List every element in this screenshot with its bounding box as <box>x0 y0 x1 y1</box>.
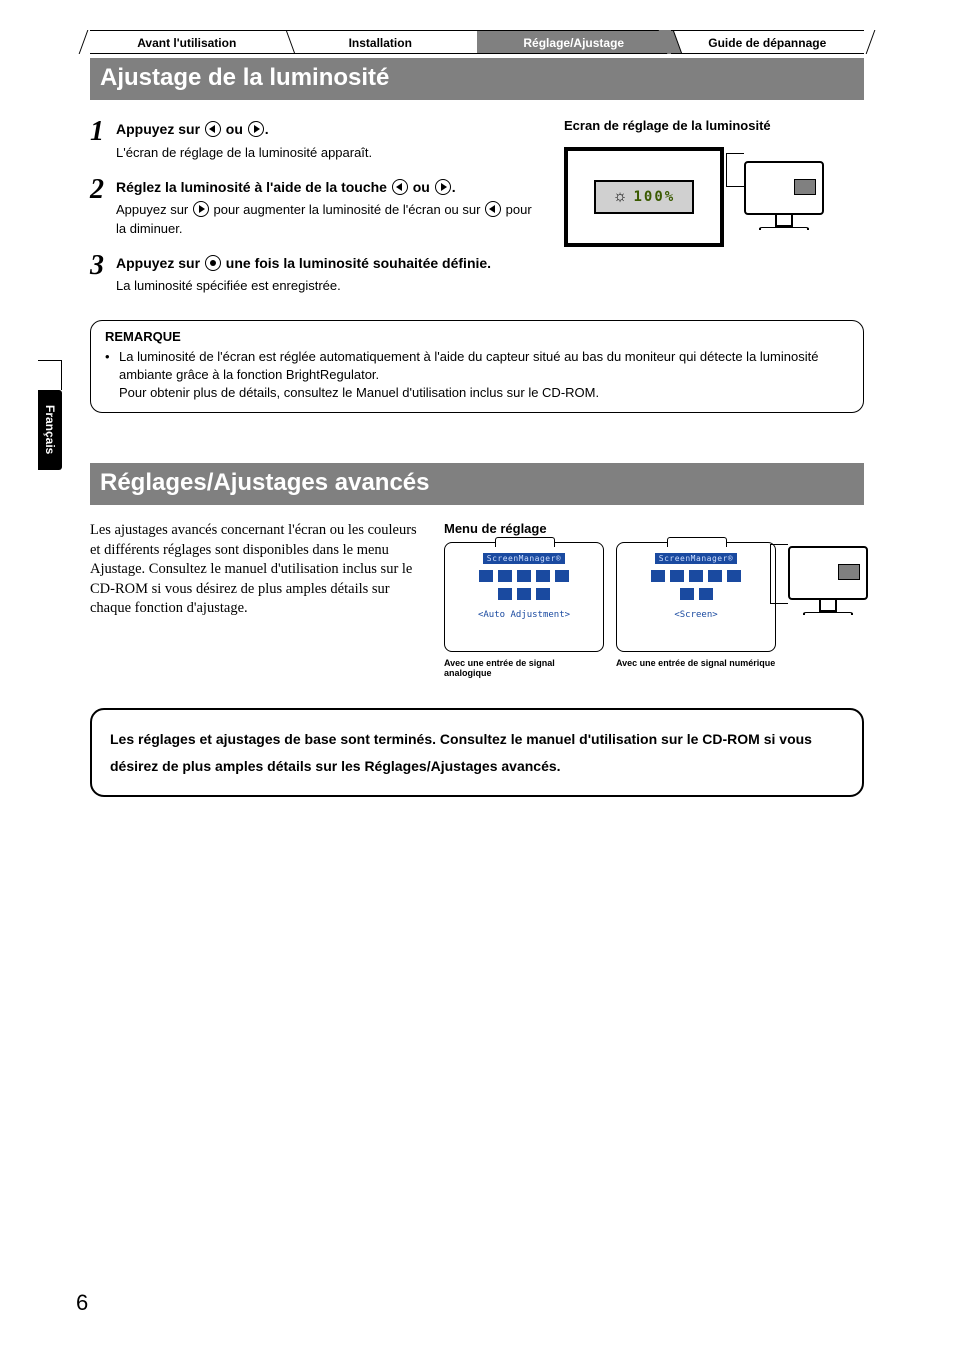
step-description: L'écran de réglage de la luminosité appa… <box>116 144 544 162</box>
remark-heading: REMARQUE <box>105 329 849 344</box>
right-arrow-icon <box>435 179 451 195</box>
brightness-value: 100% <box>633 189 675 205</box>
monitor-screen <box>744 161 824 215</box>
sun-icon: ☼ <box>613 189 628 205</box>
menu-icon <box>517 570 531 582</box>
left-arrow-icon <box>392 179 408 195</box>
monitor-base <box>803 612 853 615</box>
brightness-indicator: ☼ 100% <box>594 180 694 214</box>
menu-box-digital: ScreenManager® <Screen> <box>616 542 776 652</box>
remark-text: La luminosité de l'écran est réglée auto… <box>119 348 849 403</box>
tab-troubleshooting: Guide de dépannage <box>671 30 865 54</box>
left-arrow-icon <box>205 121 221 137</box>
icon-row <box>680 588 713 600</box>
screenmanager-title: ScreenManager® <box>483 553 565 564</box>
tab-before-use: Avant l'utilisation <box>90 30 284 54</box>
step-number: 3 <box>90 252 116 296</box>
adjustment-menu-title: Menu de réglage <box>444 521 864 536</box>
step-number: 2 <box>90 176 116 238</box>
menu-icon <box>651 570 665 582</box>
callout-line <box>726 153 744 187</box>
step-3: 3 Appuyez sur une fois la luminosité sou… <box>90 252 544 296</box>
section-advanced-title: Réglages/Ajustages avancés <box>90 463 864 505</box>
left-arrow-icon <box>485 201 501 217</box>
text: Appuyez sur <box>116 202 192 217</box>
menu-icon <box>708 570 722 582</box>
menu-icon <box>536 588 550 600</box>
monitor-illustration <box>744 161 824 233</box>
right-arrow-icon <box>248 121 264 137</box>
menu-icon <box>498 570 512 582</box>
monitor-stand <box>819 600 837 612</box>
advanced-intro-text: Les ajustages avancés concernant l'écran… <box>90 521 424 678</box>
tab-adjustment: Réglage/Ajustage <box>477 30 671 54</box>
menu-tab <box>667 537 727 547</box>
menu-caption-digital: Avec une entrée de signal numérique <box>616 658 776 668</box>
section-brightness-title: Ajustage de la luminosité <box>90 58 864 100</box>
menu-tab <box>495 537 555 547</box>
menu-item-label: <Auto Adjustment> <box>478 610 570 620</box>
step-description: Appuyez sur pour augmenter la luminosité… <box>116 201 544 237</box>
text: Appuyez sur <box>116 121 204 137</box>
brightness-screen-title: Ecran de réglage de la luminosité <box>564 118 864 133</box>
brightness-figure: ☼ 100% <box>564 147 864 247</box>
menu-icon <box>670 570 684 582</box>
brightness-screen-box: ☼ 100% <box>564 147 724 247</box>
icon-row <box>498 588 550 600</box>
language-tab: Français <box>38 390 62 470</box>
text: Réglez la luminosité à l'aide de la touc… <box>116 179 391 195</box>
monitor-illustration <box>788 546 868 618</box>
lang-tab-blank <box>38 360 62 390</box>
menu-caption-analog: Avec une entrée de signal analogique <box>444 658 604 678</box>
remark-box: REMARQUE • La luminosité de l'écran est … <box>90 320 864 414</box>
menu-icon <box>689 570 703 582</box>
icon-row <box>651 570 741 582</box>
bullet: • <box>105 348 119 403</box>
text: ou <box>409 179 434 195</box>
text: Appuyez sur <box>116 255 204 271</box>
text: pour augmenter la luminosité de l'écran … <box>210 202 484 217</box>
tab-installation: Installation <box>284 30 478 54</box>
menu-icon <box>727 570 741 582</box>
menu-icon <box>536 570 550 582</box>
enter-icon <box>205 255 221 271</box>
right-arrow-icon <box>193 201 209 217</box>
screenmanager-title: ScreenManager® <box>655 553 737 564</box>
menu-icon <box>555 570 569 582</box>
page-number: 6 <box>76 1290 88 1316</box>
menu-icon <box>517 588 531 600</box>
step-description: La luminosité spécifiée est enregistrée. <box>116 277 544 295</box>
text: . <box>452 179 456 195</box>
text: ou <box>222 121 247 137</box>
section-tabs: Avant l'utilisation Installation Réglage… <box>90 30 864 54</box>
step-2: 2 Réglez la luminosité à l'aide de la to… <box>90 176 544 238</box>
monitor-base <box>759 227 809 230</box>
menu-icon <box>699 588 713 600</box>
text: Pour obtenir plus de détails, consultez … <box>119 385 599 400</box>
menu-box-analog: ScreenManager® < <box>444 542 604 652</box>
adjustment-menu-figure: ScreenManager® < <box>444 542 864 678</box>
step-1: 1 Appuyez sur ou . L'écran de réglage de… <box>90 118 544 162</box>
text: . <box>265 121 269 137</box>
menu-icon <box>680 588 694 600</box>
step-title: Appuyez sur ou . <box>116 120 544 140</box>
menu-icon <box>479 570 493 582</box>
icon-row <box>479 570 569 582</box>
text: La luminosité de l'écran est réglée auto… <box>119 349 818 382</box>
final-note-box: Les réglages et ajustages de base sont t… <box>90 708 864 797</box>
monitor-stand <box>775 215 793 227</box>
monitor-screen <box>788 546 868 600</box>
text: une fois la luminosité souhaitée définie… <box>222 255 491 271</box>
step-title: Appuyez sur une fois la luminosité souha… <box>116 254 544 274</box>
menu-item-label: <Screen> <box>674 610 717 620</box>
callout-line <box>770 544 788 604</box>
step-title: Réglez la luminosité à l'aide de la touc… <box>116 178 544 198</box>
menu-icon <box>498 588 512 600</box>
step-number: 1 <box>90 118 116 162</box>
